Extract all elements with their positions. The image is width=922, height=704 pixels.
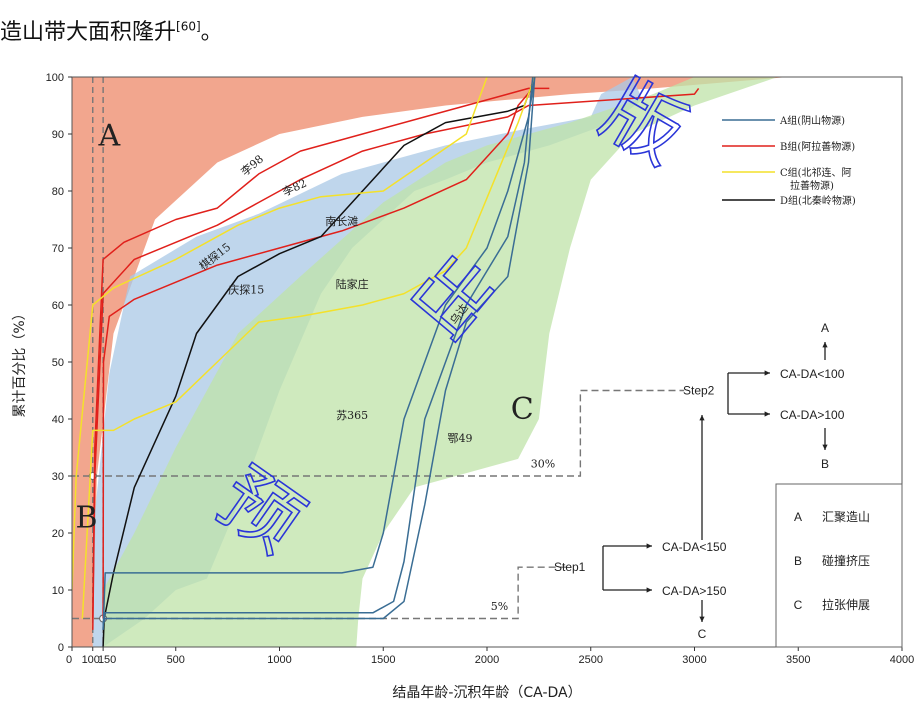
series-label-李98: 李98 [238,152,266,179]
step2-b-label: B [821,457,829,471]
step2-arrow-up-head [764,370,770,376]
series-line-陆家庄 [81,77,536,619]
step2-a-label: A [821,321,829,335]
y-tick-label: 80 [52,186,64,198]
series-line-南长滩 [72,77,488,591]
series-label-南长滩: 南长滩 [325,214,358,228]
step2-arrow-down-head [764,411,770,417]
y-tick-label: 20 [52,528,64,540]
header-tail: 。 [200,20,223,45]
x-tick-label: 2000 [475,654,499,666]
y-tick-label: 0 [58,642,64,654]
y-tick-label: 90 [52,129,64,141]
legend: A组(阴山物源) B组(阿拉善物源) C组(北祁连、阿拉善物源) D组(北秦岭物源) [722,114,856,207]
ca100gt-label: CA-DA>100 [780,408,845,422]
y-tick-label: 60 [52,300,64,312]
zone-key-letter: A [794,510,802,524]
ca100lt-label: CA-DA<100 [780,367,845,381]
series-lines [72,77,700,647]
x-tick-label: 1500 [371,654,395,666]
series-line-乌达 [102,77,536,625]
y-tick-label: 10 [52,585,64,597]
zone-c-fill [103,77,778,647]
zone-key-text: 汇聚造山 [822,510,870,524]
x-tick-label: 3500 [786,654,810,666]
threshold-5-label: 5% [491,600,508,613]
x-tick-label: 4000 [890,654,914,666]
page-header: 造山带大面积隆升[60]。 [0,14,223,46]
x-tick-label: 2500 [579,654,603,666]
x-tick-label: 1000 [267,654,291,666]
series-label-苏365: 苏365 [336,409,368,422]
x-tick-label: 500 [167,654,185,666]
classification-flow: Step1CA-DA<150CA-DA>150CStep2CA-DA<100CA… [554,321,845,641]
legend-label-3: D组(北秦岭物源) [780,194,856,207]
step1-arrow-up-head [646,543,652,549]
zone-key: A 汇聚造山 B 碰撞挤压 C 拉张伸展 [775,483,903,648]
series-line-棋探15 [102,87,534,619]
y-tick-label: 30 [52,471,64,483]
step1-to-c-arrow-head [699,616,705,622]
threshold-30-label: 30% [531,457,555,470]
header-ref: [60] [176,19,201,34]
zone-a-fill [72,77,788,647]
zone-fills [72,77,788,647]
y-tick-label: 50 [52,357,64,369]
zone-key-letter: B [794,554,802,568]
zone-key-text: 碰撞挤压 [822,553,870,568]
zone-c-label: C [511,392,534,427]
step1-to-step2-arrow-head [699,415,705,421]
legend-label-2: 拉善物源) [790,179,834,192]
series-line-李82 [92,87,700,630]
step1-c-label: C [698,627,707,641]
step2-label: Step2 [683,384,715,398]
legend-label-2: C组(北祁连、阿 [780,166,852,179]
zone-b-label: B [76,500,98,535]
x-tick-label: 150 [98,654,116,666]
zone-key-box [775,483,903,648]
step1-label: Step1 [554,560,586,574]
header-text: 造山带大面积隆升 [0,20,177,45]
y-tick-label: 70 [52,243,64,255]
series-line-李98 [92,87,550,619]
series-label-陆家庄: 陆家庄 [336,277,369,291]
y-tick-label: 100 [46,72,64,84]
y-axis-label: 累计百分比（%） [12,306,28,417]
series-line-鄂49 [102,77,534,625]
step2-to-a-arrow-head [822,342,828,348]
legend-label-1: B组(阿拉善物源) [780,140,855,153]
ca150gt-label: CA-DA>150 [662,584,727,598]
x-tick-label: 3000 [682,654,706,666]
x-tick-label: 100 [82,654,100,666]
legend-label-0: A组(阴山物源) [779,114,845,127]
series-line-苏365 [102,77,536,630]
y-tick-label: 40 [52,414,64,426]
series-label-庆探15: 庆探15 [228,283,264,297]
step2-to-b-arrow-head [822,444,828,450]
x-tick-label: 0 [66,654,72,666]
zone-key-letter: C [794,598,803,612]
step1-arrow-down-head [646,587,652,593]
zone-key-text: 拉张伸展 [822,597,870,612]
threshold-30-line [72,389,685,477]
series-label-鄂49: 鄂49 [448,432,473,445]
series-line-庆探15 [102,77,536,647]
zone-labels: A B C [76,118,534,535]
ca150lt-label: CA-DA<150 [662,540,727,554]
x-axis-label: 结晶年龄-沉积年龄（CA-DA） [392,685,581,701]
zone-a-label: A [98,118,121,153]
